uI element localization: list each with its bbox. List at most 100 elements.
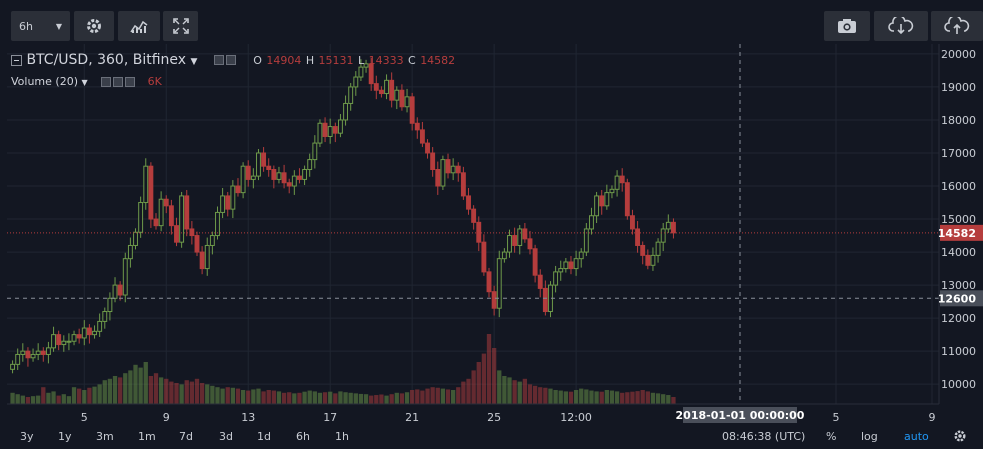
volume-bar [532,385,538,404]
time-tick-label: 21 [405,411,419,424]
volume-bar [322,392,328,404]
candle-body [204,244,210,270]
series-legend: BTC/USD, 360, Bitfinex ▼ O 14904 H 15131… [11,52,455,68]
volume-bar [609,390,615,404]
volume-bar [650,392,656,404]
candle-body [532,248,538,276]
volume-bar [266,390,271,404]
eye-mini-icon[interactable] [100,77,111,87]
candle-body [163,198,169,207]
range-1y[interactable]: 1y [58,430,72,443]
indicators-button[interactable] [118,11,160,41]
symbol-label[interactable]: BTC/USD, 360, Bitfinex [26,52,187,68]
volume-bar [82,390,87,404]
volume-bar [625,392,630,404]
gear-mini-icon[interactable] [226,55,237,65]
gear-mini-icon[interactable] [112,77,123,87]
candle-body [286,182,292,187]
volume-bar [425,388,430,404]
last-price-label: 14582 [938,227,976,240]
volume-bar [143,362,148,404]
candle-body [66,340,72,343]
price-chart[interactable]: 10000 11000 12000 13000 14000 15000 16000 17000… [0,44,983,424]
time-tick-label: 9 [163,411,170,424]
snapshot-button[interactable] [824,11,870,41]
time-tick-label: 5 [833,411,840,424]
volume-bars [10,334,676,404]
price-tick-label: 14000 [941,246,976,259]
range-1m[interactable]: 1m [138,430,156,443]
volume-bar [563,391,569,404]
candle-body [174,225,179,243]
chevron-down-icon[interactable]: ▼ [190,57,198,67]
chevron-down-icon[interactable]: ▼ [81,78,88,87]
volume-bar [328,391,333,404]
volume-bar [276,391,282,404]
range-3d[interactable]: 3d [219,430,233,443]
candle-body [199,251,205,270]
candle-body [409,96,415,124]
volume-bar [614,391,620,404]
candle-body [353,76,359,88]
range-3y[interactable]: 3y [20,430,34,443]
crosshair-time-tag [683,407,797,423]
candle-body [297,175,302,180]
volume-bar [215,387,220,404]
volume-value: 6K [147,75,162,88]
volume-bar [466,378,471,404]
candle-body [302,169,308,180]
fullscreen-icon [172,18,189,34]
range-1d[interactable]: 1d [257,430,271,443]
candle-body [645,254,651,266]
candle-body [317,122,323,144]
volume-label[interactable]: Volume (20) [11,75,78,88]
volume-bar [379,394,384,404]
volume-bar [92,386,97,404]
settings-mini-icon[interactable] [214,55,225,65]
volume-bar [589,390,594,404]
candle-body [563,261,569,270]
candle-body [599,195,605,207]
volume-bar [333,393,338,404]
crosshair-price-tag [940,290,983,307]
log-toggle[interactable]: log [861,430,878,443]
volume-bar [630,391,635,404]
high-label: H [305,54,315,67]
candle-body [589,215,594,230]
candle-body [184,195,190,230]
collapse-icon[interactable] [11,54,22,66]
volume-bar [158,377,164,404]
candle-body [158,198,164,227]
volume-bar [486,334,492,404]
volume-bar [112,376,118,404]
range-6h[interactable]: 6h [296,430,310,443]
volume-bar [205,384,210,404]
volume-bar [10,392,15,404]
crosshair-time-label: 2018-01-01 00:00:00 [676,409,805,422]
candle-body [501,251,507,260]
percent-toggle[interactable]: % [826,430,837,443]
range-7d[interactable]: 7d [179,430,193,443]
candle-body [312,142,318,161]
close-mini-icon[interactable] [124,77,135,87]
utc-clock[interactable]: 08:46:38 (UTC) [722,430,806,443]
range-3m[interactable]: 3m [96,430,114,443]
fullscreen-button[interactable] [163,11,198,41]
interval-dropdown[interactable]: 6h ▼ [11,11,70,41]
candle-body [256,152,261,177]
candle-body [399,89,405,108]
volume-bar [148,376,154,404]
volume-bar [527,384,533,404]
auto-toggle[interactable]: auto [904,430,929,443]
price-tick-label: 12000 [941,312,976,325]
time-axis[interactable]: 5 9 13 17 21 25 12:00 5 9 2018-01-01 00:00:00 [7,403,939,424]
load-chart-button[interactable] [874,11,928,41]
price-tick-label: 13000 [941,279,976,292]
settings-icon[interactable] [953,429,967,443]
price-axis[interactable]: 10000 11000 12000 13000 14000 15000 16000 17000… [938,44,983,424]
save-chart-button[interactable] [931,11,983,41]
candle-body [363,63,369,68]
range-1h[interactable]: 1h [335,430,349,443]
settings-button[interactable] [74,11,114,41]
volume-bar [568,391,574,404]
